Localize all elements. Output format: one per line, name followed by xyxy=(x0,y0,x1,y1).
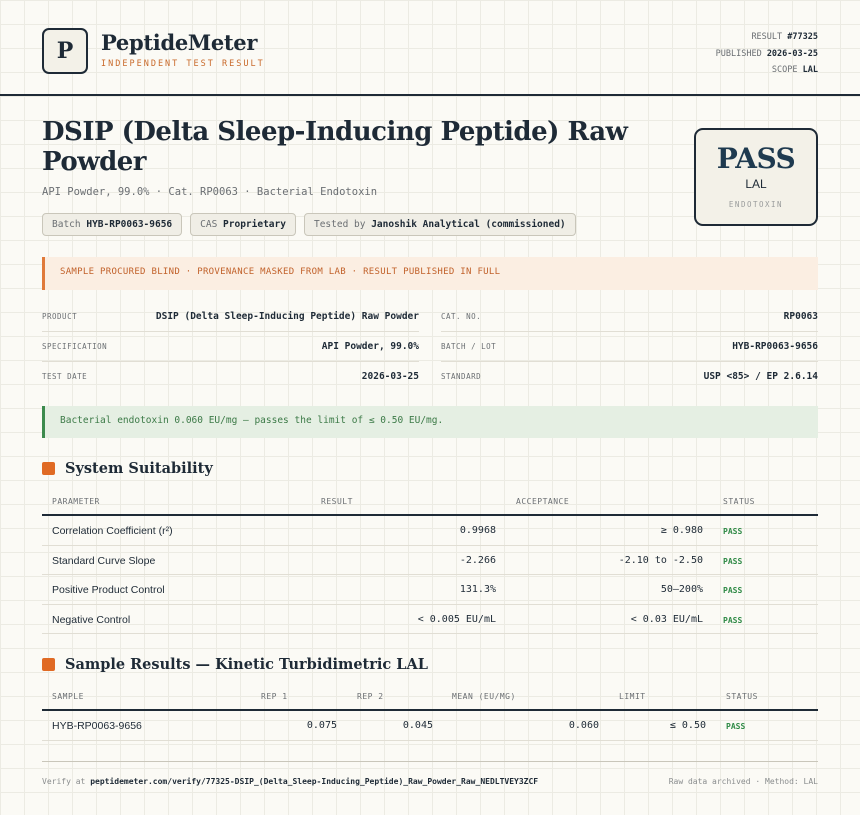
status-badge: PASS xyxy=(723,527,743,536)
section-marker-icon xyxy=(42,462,55,475)
result-cell: -2.266 xyxy=(459,554,496,566)
info-value: 2026-03-25 xyxy=(361,371,419,382)
brand-name: PeptideMeter xyxy=(101,30,258,55)
rep2-cell: 0.045 xyxy=(402,720,433,731)
column-header: LIMIT xyxy=(619,692,646,701)
report-header: P PeptideMeter INDEPENDENT TEST RESULT R… xyxy=(42,28,818,88)
brand-tagline: INDEPENDENT TEST RESULT xyxy=(101,59,265,69)
info-label: PRODUCT xyxy=(42,312,78,321)
acceptance-cell: -2.10 to -2.50 xyxy=(618,554,703,566)
cas-chip: CAS Proprietary xyxy=(190,213,296,236)
info-label: CAT. NO. xyxy=(441,312,482,321)
table-header: PARAMETER RESULT ACCEPTANCE STATUS xyxy=(42,488,818,516)
footer-divider xyxy=(42,761,818,762)
status-badge: PASS xyxy=(723,615,743,625)
stamp-method: LAL xyxy=(745,177,767,191)
column-header: MEAN (EU/MG) xyxy=(452,692,516,701)
acceptance-cell: ≥ 0.980 xyxy=(660,525,703,536)
section-title: Sample Results — Kinetic Turbidimetric L… xyxy=(65,656,428,673)
batch-chip: Batch HYB-RP0063-9656 xyxy=(42,213,183,236)
section-title: System Suitability xyxy=(65,460,213,477)
published-line: PUBLISHED 2026-03-25 xyxy=(715,48,818,59)
info-column-right: CAT. NO. RP0063 BATCH / LOT HYB-RP0063-9… xyxy=(441,302,818,392)
archive-note: Raw data archived · Method: LAL xyxy=(668,777,818,786)
info-label: TEST DATE xyxy=(42,372,88,381)
sample-cell: HYB-RP0063-9656 xyxy=(52,720,142,732)
table-header: SAMPLE REP 1 REP 2 MEAN (EU/MG) LIMIT ST… xyxy=(42,683,818,711)
info-row-batch-lot: BATCH / LOT HYB-RP0063-9656 xyxy=(441,332,818,362)
page-title: DSIP (Delta Sleep-Inducing Peptide) Raw … xyxy=(42,117,628,177)
result-number-line: RESULT #77325 xyxy=(751,32,818,42)
result-meta: RESULT #77325 PUBLISHED 2026-03-25 SCOPE… xyxy=(716,29,818,79)
info-row-cat-no: CAT. NO. RP0063 xyxy=(441,302,818,332)
limit-cell: ≤ 0.50 xyxy=(669,720,706,731)
info-column-left: PRODUCT DSIP (Delta Sleep-Inducing Pepti… xyxy=(42,302,419,392)
info-row-standard: STANDARD USP <85> / EP 2.6.14 xyxy=(441,362,818,392)
verify-line: Verify at peptidemeter.com/verify/77325-… xyxy=(42,777,539,786)
rep1-cell: 0.075 xyxy=(306,720,337,731)
section-marker-icon xyxy=(42,658,55,671)
result-cell: 0.9968 xyxy=(459,525,496,536)
info-value: DSIP (Delta Sleep-Inducing Peptide) Raw … xyxy=(155,311,419,322)
table-row: Correlation Coefficient (r²) 0.9968 ≥ 0.… xyxy=(42,516,818,546)
parameter-cell: Negative Control xyxy=(52,613,131,626)
acceptance-cell: < 0.03 EU/mL xyxy=(630,613,703,625)
suitability-table: PARAMETER RESULT ACCEPTANCE STATUS Corre… xyxy=(42,488,818,634)
status-badge: PASS xyxy=(723,556,743,566)
parameter-cell: Positive Product Control xyxy=(52,584,165,596)
stamp-footer: ENDOTOXIN xyxy=(728,200,784,209)
info-value: USP <85> / EP 2.6.14 xyxy=(703,371,818,382)
header-divider xyxy=(0,94,860,96)
column-header: RESULT xyxy=(321,497,353,506)
info-value: API Powder, 99.0% xyxy=(321,341,419,352)
verify-link[interactable]: peptidemeter.com/verify/77325-DSIP_(Delt… xyxy=(90,777,539,786)
verdict-banner: Bacterial endotoxin 0.060 EU/mg — passes… xyxy=(42,406,818,438)
sample-results-table: SAMPLE REP 1 REP 2 MEAN (EU/MG) LIMIT ST… xyxy=(42,683,818,741)
column-header: REP 2 xyxy=(357,692,384,701)
info-row-test-date: TEST DATE 2026-03-25 xyxy=(42,362,419,392)
column-header: STATUS xyxy=(726,692,758,701)
table-row: Standard Curve Slope -2.266 -2.10 to -2.… xyxy=(42,546,818,575)
table-row: Positive Product Control 131.3% 50–200% … xyxy=(42,575,818,605)
mean-cell: 0.060 xyxy=(568,720,599,731)
acceptance-cell: 50–200% xyxy=(660,584,703,595)
info-label: STANDARD xyxy=(441,372,482,381)
scope-line: SCOPE LAL xyxy=(771,65,818,75)
status-badge: PASS xyxy=(723,586,743,595)
procurement-notice: SAMPLE PROCURED BLIND · PROVENANCE MASKE… xyxy=(42,257,818,290)
logo-icon: P xyxy=(42,28,88,74)
info-row-specification: SPECIFICATION API Powder, 99.0% xyxy=(42,332,419,362)
info-row-product: PRODUCT DSIP (Delta Sleep-Inducing Pepti… xyxy=(42,302,419,332)
info-value: HYB-RP0063-9656 xyxy=(732,341,818,352)
column-header: STATUS xyxy=(723,497,755,506)
product-subtitle: API Powder, 99.0% · Cat. RP0063 · Bacter… xyxy=(42,186,378,198)
pass-stamp: PASS LAL ENDOTOXIN xyxy=(694,128,818,226)
status-badge: PASS xyxy=(726,722,746,731)
result-cell: 131.3% xyxy=(459,584,496,595)
stamp-verdict: PASS xyxy=(716,142,796,175)
parameter-cell: Standard Curve Slope xyxy=(52,554,156,567)
column-header: ACCEPTANCE xyxy=(516,497,570,506)
info-label: SPECIFICATION xyxy=(42,342,108,351)
table-row: Negative Control < 0.005 EU/mL < 0.03 EU… xyxy=(42,605,818,634)
column-header: SAMPLE xyxy=(52,692,84,701)
column-header: PARAMETER xyxy=(52,497,100,506)
info-label: BATCH / LOT xyxy=(441,342,497,351)
info-value: RP0063 xyxy=(783,311,818,322)
table-row: HYB-RP0063-9656 0.075 0.045 0.060 ≤ 0.50… xyxy=(42,711,818,741)
tested-by-chip: Tested by Janoshik Analytical (commissio… xyxy=(303,213,576,236)
chip-row: Batch HYB-RP0063-9656 CAS Proprietary Te… xyxy=(42,213,576,236)
result-cell: < 0.005 EU/mL xyxy=(417,613,496,625)
suitability-heading: System Suitability xyxy=(42,460,213,477)
column-header: REP 1 xyxy=(261,692,288,701)
parameter-cell: Correlation Coefficient (r²) xyxy=(52,525,173,537)
sample-results-heading: Sample Results — Kinetic Turbidimetric L… xyxy=(42,656,428,673)
